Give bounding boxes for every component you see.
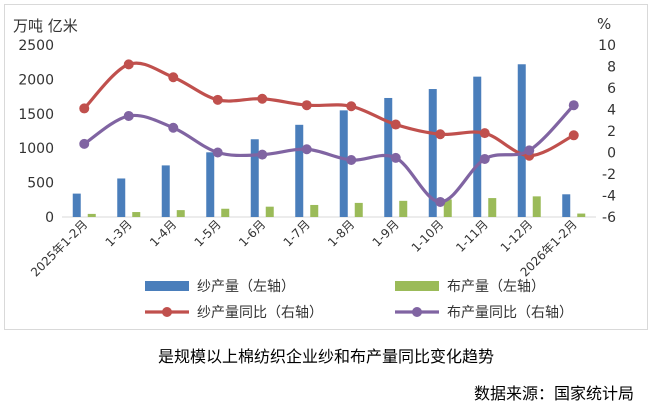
- x-tick-label: 1-9月: [370, 217, 402, 249]
- bar-yarn: [428, 89, 437, 217]
- bar-yarn: [562, 194, 571, 217]
- point-cloth-yoy: [301, 144, 312, 155]
- bar-cloth: [132, 212, 141, 217]
- bar-yarn: [339, 110, 348, 217]
- bar-yarn: [473, 76, 482, 217]
- right-tick-label: -4: [602, 189, 616, 205]
- bar-cloth: [87, 213, 96, 217]
- legend-swatch-cloth-output: [395, 281, 439, 291]
- x-tick-label: 1-8月: [325, 217, 357, 249]
- left-tick-label: 1500: [18, 107, 54, 123]
- right-tick-label: -2: [602, 167, 616, 183]
- point-yarn-yoy: [123, 59, 134, 70]
- right-tick-label: 2: [607, 124, 616, 140]
- right-tick-label: 4: [607, 103, 616, 119]
- point-cloth-yoy: [568, 100, 579, 111]
- bar-yarn: [517, 64, 526, 217]
- line-cloth-yoy: [83, 104, 575, 204]
- legend-marker-cloth-yoy: [412, 307, 422, 317]
- data-source: 数据来源：国家统计局: [473, 384, 634, 403]
- point-yarn-yoy: [435, 129, 446, 140]
- left-axis-unit: 万吨 亿米: [13, 17, 78, 35]
- x-tick-label: 1-4月: [147, 217, 179, 249]
- point-cloth-yoy: [435, 196, 446, 207]
- x-tick-label: 1-10月: [409, 217, 447, 255]
- point-cloth-yoy: [79, 138, 90, 149]
- point-cloth-yoy: [257, 149, 268, 160]
- bar-yarn: [295, 124, 304, 217]
- bar-cloth: [354, 202, 363, 217]
- right-axis-unit: %: [597, 15, 611, 33]
- left-tick-label: 1000: [18, 141, 54, 157]
- x-tick-label: 1-3月: [103, 217, 135, 249]
- legend-label-yarn-output: 纱产量（左轴）: [197, 279, 295, 295]
- bar-yarn: [250, 139, 259, 217]
- point-yarn-yoy: [390, 119, 401, 130]
- x-tick-label: 1-5月: [192, 217, 224, 249]
- bar-cloth: [443, 199, 452, 217]
- bar-cloth: [221, 208, 230, 217]
- legend-marker-yarn-yoy: [162, 307, 172, 317]
- point-cloth-yoy: [479, 153, 490, 164]
- right-tick-label: 6: [607, 81, 616, 97]
- point-cloth-yoy: [168, 122, 179, 133]
- right-tick-label: 0: [607, 146, 616, 162]
- right-tick-label: -6: [602, 210, 616, 226]
- point-cloth-yoy: [212, 147, 223, 158]
- x-tick-label: 1-11月: [453, 217, 491, 255]
- point-cloth-yoy: [346, 155, 357, 166]
- legend-label-cloth-yoy: 布产量同比（右轴）: [447, 305, 573, 321]
- left-tick-label: 2500: [18, 38, 54, 54]
- bar-cloth: [399, 200, 408, 217]
- left-tick-label: 0: [45, 210, 54, 226]
- chart: 0 500 1000 1500 2000 2500 -6 -4 -2 0 2 4 6 8 10 万吨 亿米 % 2…: [13, 15, 616, 321]
- point-yarn-yoy: [568, 130, 579, 141]
- bar-cloth: [577, 213, 586, 217]
- bar-cloth: [488, 198, 497, 217]
- line-yarn-yoy: [83, 61, 575, 158]
- bar-yarn: [72, 193, 81, 217]
- bar-cloth: [310, 204, 319, 217]
- point-yarn-yoy: [301, 100, 312, 111]
- point-yarn-yoy: [79, 103, 90, 114]
- x-tick-label: 1-7月: [281, 217, 313, 249]
- x-tick-label: 1-12月: [498, 217, 536, 255]
- left-tick-label: 500: [27, 176, 54, 192]
- bar-cloth: [176, 210, 185, 217]
- point-yarn-yoy: [346, 101, 357, 112]
- right-tick-label: 10: [598, 38, 616, 54]
- point-yarn-yoy: [168, 72, 179, 83]
- legend-label-yarn-yoy: 纱产量同比（右轴）: [197, 305, 323, 321]
- x-tick-label: 1-6月: [236, 217, 268, 249]
- legend-label-cloth-output: 布产量（左轴）: [447, 279, 545, 295]
- left-tick-label: 2000: [18, 72, 54, 88]
- point-yarn-yoy: [257, 93, 268, 104]
- bar-cloth: [265, 206, 274, 217]
- x-tick-label: 2025年1-2月: [28, 217, 90, 279]
- point-yarn-yoy: [212, 94, 223, 105]
- right-tick-label: 8: [607, 60, 616, 76]
- point-cloth-yoy: [390, 152, 401, 163]
- chart-frame: 0 500 1000 1500 2000 2500 -6 -4 -2 0 2 4 6 8 10 万吨 亿米% 2…: [4, 4, 648, 330]
- bar-yarn: [161, 165, 170, 217]
- chart-caption: 是规模以上棉纺织企业纱和布产量同比变化趋势: [157, 347, 494, 366]
- bar-yarn: [206, 152, 215, 217]
- bar-yarn: [117, 178, 126, 217]
- point-yarn-yoy: [479, 128, 490, 139]
- bar-cloth: [532, 196, 541, 217]
- bar-yarn: [384, 97, 393, 217]
- point-cloth-yoy: [524, 145, 535, 156]
- legend-swatch-yarn-output: [145, 281, 189, 291]
- point-cloth-yoy: [123, 110, 134, 121]
